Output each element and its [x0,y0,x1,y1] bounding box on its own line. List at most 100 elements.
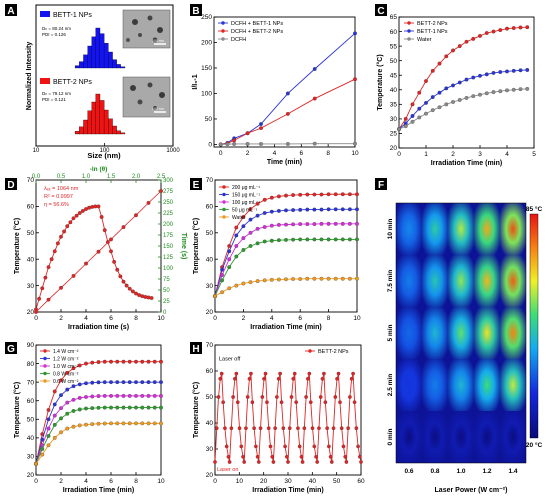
data-point [84,406,88,411]
legend-marker [222,192,226,197]
histogram-bar [91,101,97,135]
data-point [302,426,307,431]
y-tick-label: 35 [390,102,398,109]
x-tick-label: 2 [242,315,246,322]
histogram-bar [99,33,105,69]
data-point [333,237,338,242]
data-point [338,400,342,405]
heatmap-cell [500,359,526,411]
y2-tick-label: 150 [163,244,174,250]
panel-letter-f: F [378,180,384,191]
panel-letter-bg-d [5,178,17,190]
data-point [300,460,305,464]
data-point [234,283,239,288]
data-point [262,211,267,215]
data-point [444,86,449,91]
y2-tick-label: 75 [163,277,170,283]
annotation: η = 56.6% [44,202,69,208]
data-point [74,213,79,218]
panel-h: 0 10 20 30 40 50 60 20 30 40 50 60 70 Irradiation Tim… [192,342,365,494]
data-point [59,430,63,435]
panel-a-bett2-swatch [40,78,50,84]
data-point [444,54,449,59]
data-point [134,291,138,296]
data-point [59,378,63,383]
data-point [90,360,95,365]
data-point [346,426,350,431]
fit-point [121,225,126,230]
data-point [71,397,76,402]
data-point [340,237,345,242]
data-point [285,111,290,116]
heatmap-cell [500,255,526,307]
y-tick-label: 50 [206,230,214,237]
histogram-bar [74,65,80,69]
data-point [65,370,70,375]
data-point [325,426,329,431]
data-point [52,435,57,440]
data-point [323,400,328,405]
y-tick-label: 55 [390,43,398,50]
y-tick-label: 60 [27,398,35,405]
data-point [276,238,281,243]
data-point [241,236,246,241]
data-point [276,222,281,227]
data-point [518,25,523,30]
data-point [134,359,138,364]
y2-tick-label: 275 [163,189,174,195]
data-point [59,406,63,411]
y-tick-label: 20 [206,309,214,316]
legend-marker [221,37,225,41]
data-point [115,359,120,364]
data-point [347,192,352,197]
y-tick-label: 50 [390,58,398,65]
data-point [424,100,428,105]
data-point [84,361,88,366]
data-point [315,460,320,464]
data-point [65,411,70,416]
data-point [498,28,503,33]
x-tick-label: 1000 [166,148,180,154]
data-point [134,421,138,426]
data-point [77,363,82,368]
y-tick-label: 250 [201,14,212,21]
series-line [398,69,528,130]
x-tick-label: 10 [157,478,165,485]
data-point [263,371,268,376]
data-point [52,422,57,427]
data-point [121,405,126,410]
data-point [99,215,104,219]
data-point [46,426,51,431]
data-point [127,405,132,410]
data-point [152,393,157,398]
data-point [121,380,126,385]
data-point [218,142,223,147]
panel-a-tem-inset-bottom: 100 nm [122,76,171,118]
panel-letter-bg-c [375,4,387,16]
data-point [234,233,239,238]
histogram-bar [87,45,93,69]
data-point [269,238,274,243]
data-point [77,423,82,428]
legend-marker [43,356,47,361]
y-tick-label: 70 [206,342,214,349]
panel-letter-bg-g [5,342,17,354]
y-tick-label: 45 [390,72,398,79]
legend-label: 150 μg mL⁻¹ [232,193,260,199]
data-point [96,380,101,385]
data-point [511,87,516,92]
data-point [241,281,246,286]
panel-letters: A B C D E F G H [5,4,387,355]
histogram-bar [108,118,113,135]
data-point [223,426,227,431]
data-point [355,237,359,242]
data-point [484,91,489,96]
data-point [260,395,265,399]
legend-label: 50 μg mL⁻¹ [232,208,258,214]
data-point [279,400,284,405]
data-point [511,26,516,30]
data-point [109,421,113,426]
data-point [355,221,359,226]
heatmap-cell [448,203,474,255]
data-point [312,141,317,146]
